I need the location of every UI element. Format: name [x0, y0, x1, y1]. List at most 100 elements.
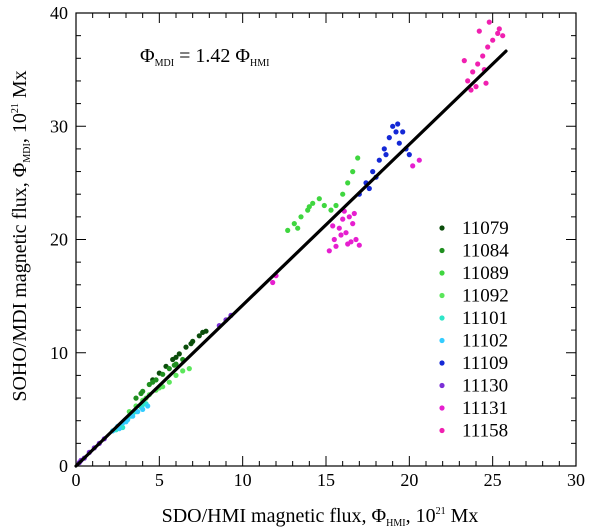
data-point	[150, 379, 156, 385]
x-tick-label: 20	[400, 470, 418, 490]
data-point	[386, 135, 392, 141]
legend-label: 11130	[462, 376, 508, 397]
data-point	[173, 354, 179, 360]
data-point	[343, 230, 349, 236]
y-axis-label-subscript: MDI	[22, 143, 33, 162]
y-tick-label: 40	[50, 3, 68, 23]
data-point	[495, 30, 501, 36]
x-axis-label-tail: , 10	[406, 505, 436, 527]
data-point	[366, 185, 372, 192]
data-point	[186, 366, 192, 372]
data-point	[331, 236, 337, 243]
data-point	[326, 248, 332, 254]
data-point	[396, 140, 402, 146]
data-point	[145, 403, 151, 409]
data-point	[133, 395, 139, 401]
data-point	[490, 37, 496, 43]
x-axis-label: SDO/HMI magnetic flux, ΦHMI, 1021 Mx	[162, 505, 479, 529]
equation-annotation: ΦMDI = 1.42 ΦHMI	[140, 45, 269, 69]
legend-marker	[439, 427, 445, 434]
data-point	[461, 58, 467, 64]
data-point	[171, 362, 177, 368]
legend-marker	[439, 270, 445, 276]
y-tick-label: 10	[50, 343, 68, 363]
data-point	[333, 243, 339, 249]
data-point	[310, 200, 316, 206]
data-point	[376, 157, 382, 163]
plot-area	[76, 19, 506, 466]
y-axis-label: SOHO/MDI magnetic flux, ΦMDI, 1021 Mx	[9, 70, 33, 401]
legend-label: 11101	[462, 308, 508, 329]
data-point	[340, 216, 346, 222]
data-point	[345, 241, 351, 247]
axes: 0 5 10 15 20 25 30 0 10 20 30 40	[50, 3, 585, 490]
data-point	[330, 223, 336, 229]
x-tick-label: 0	[72, 470, 81, 490]
data-point	[473, 84, 479, 90]
data-point	[383, 152, 389, 158]
data-point	[500, 33, 506, 39]
data-point	[483, 80, 489, 86]
x-axis-label-unit: Mx	[446, 505, 479, 527]
data-point	[166, 366, 172, 372]
x-axis-label-main: SDO/HMI magnetic flux, Φ	[162, 505, 387, 527]
x-axis-label-superscript: 21	[436, 506, 446, 517]
data-point	[353, 236, 359, 243]
data-point	[476, 28, 482, 34]
x-tick-label: 10	[234, 470, 252, 490]
x-tick-label: 15	[317, 470, 335, 490]
series-11084	[133, 356, 186, 401]
legend: 1107911084110891109211101111021110911130…	[439, 218, 509, 442]
x-tick-label: 25	[484, 470, 502, 490]
x-axis-label-subscript: HMI	[386, 518, 405, 529]
y-axis-label-tail: , 10	[9, 113, 31, 143]
series-11158	[461, 19, 506, 93]
data-point	[160, 371, 166, 377]
data-point	[465, 78, 471, 84]
data-point	[390, 123, 396, 129]
data-point	[166, 379, 172, 385]
data-point	[176, 351, 182, 357]
data-point	[173, 372, 179, 378]
data-point	[285, 227, 291, 233]
equation-rhs-subscript: HMI	[250, 58, 269, 69]
series-11089	[285, 155, 361, 233]
equation-middle: = 1.42 Φ	[174, 45, 250, 67]
equation-lhs: Φ	[140, 45, 155, 67]
x-tick-label: 30	[567, 470, 585, 490]
data-point	[336, 225, 342, 231]
legend-marker	[439, 292, 445, 299]
data-point	[350, 169, 356, 175]
data-point	[306, 204, 312, 210]
x-tick-label: 5	[155, 470, 164, 490]
fit-line	[74, 49, 508, 468]
legend-label: 11079	[462, 218, 509, 239]
y-axis-label-superscript: 21	[10, 103, 21, 113]
data-point	[475, 61, 481, 67]
data-point	[470, 69, 476, 75]
data-point	[356, 242, 362, 248]
y-axis-label-main: SOHO/MDI magnetic flux, Φ	[9, 162, 31, 401]
legend-marker	[439, 247, 445, 254]
equation-lhs-subscript: MDI	[155, 58, 174, 69]
legend-label: 11131	[462, 398, 508, 419]
legend-label: 11084	[462, 241, 509, 262]
data-point	[400, 129, 406, 135]
data-point	[496, 26, 502, 32]
legend-label: 11092	[462, 286, 509, 307]
fit-line-layer	[74, 49, 508, 468]
data-point	[351, 210, 357, 217]
data-point	[480, 53, 486, 59]
legend-marker	[439, 225, 445, 231]
legend-label: 11089	[462, 263, 509, 284]
data-point	[346, 214, 352, 220]
data-point	[333, 202, 339, 209]
data-point	[406, 152, 412, 158]
series-11131	[270, 157, 422, 286]
data-point	[410, 163, 416, 169]
data-point	[486, 19, 492, 25]
legend-label: 11102	[462, 331, 508, 352]
data-point	[355, 155, 361, 161]
legend-marker	[439, 382, 445, 389]
